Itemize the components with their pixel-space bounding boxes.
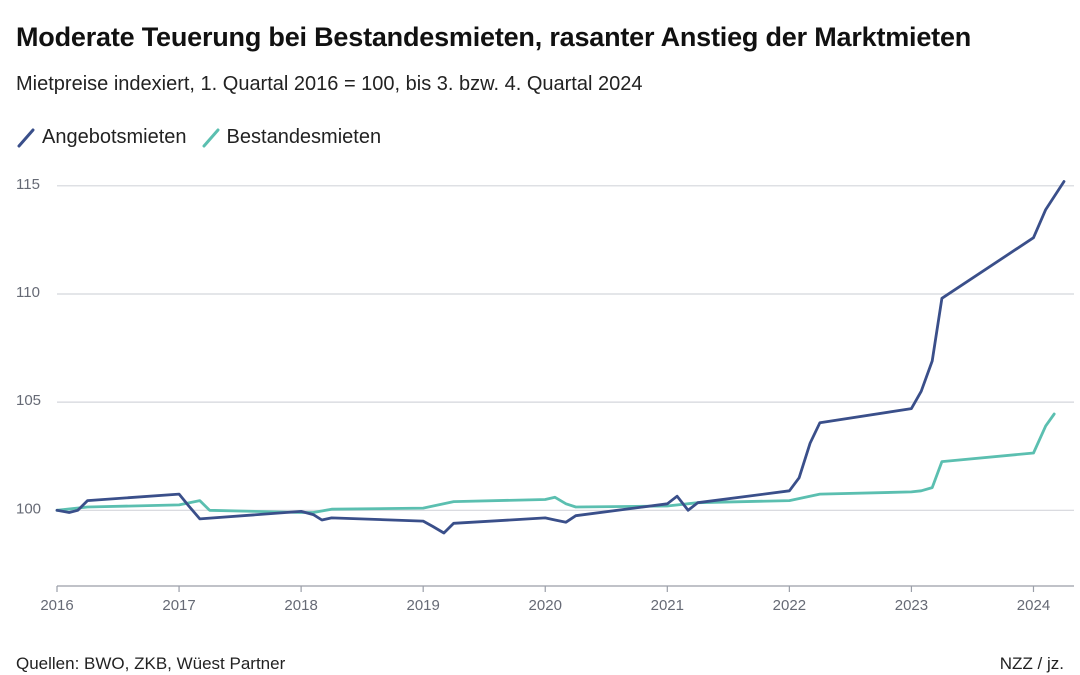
y-tick-label-105: 105 bbox=[16, 392, 41, 409]
series-lines bbox=[55, 180, 1066, 535]
legend-label-angebotsmieten: Angebotsmieten bbox=[42, 126, 187, 148]
x-tick-label-2016: 2016 bbox=[40, 597, 73, 614]
legend-swatch-angebotsmieten bbox=[17, 128, 35, 147]
x-axis: 2016 2017 2018 2019 2020 2021 2022 2023 2024 bbox=[40, 585, 1074, 614]
series-line-angebotsmieten bbox=[55, 180, 1066, 535]
x-tick-label-2020: 2020 bbox=[529, 597, 562, 614]
x-tick-label-2021: 2021 bbox=[651, 597, 684, 614]
credit-note: NZZ / jz. bbox=[999, 654, 1064, 673]
x-tick-label-2019: 2019 bbox=[406, 597, 439, 614]
legend: Angebotsmieten Bestandesmieten bbox=[16, 126, 395, 149]
series-line-bestandesmieten bbox=[55, 412, 1056, 514]
legend-item-bestandesmieten: Bestandesmieten bbox=[201, 126, 382, 149]
x-tick-label-2018: 2018 bbox=[284, 597, 317, 614]
x-tick-label-2024: 2024 bbox=[1017, 597, 1050, 614]
x-tick-label-2022: 2022 bbox=[773, 597, 806, 614]
x-tick-label-2017: 2017 bbox=[162, 597, 195, 614]
y-tick-label-110: 110 bbox=[16, 284, 40, 301]
chart-title: Moderate Teuerung bei Bestandesmieten, r… bbox=[16, 22, 972, 52]
y-tick-label-115: 115 bbox=[16, 176, 40, 193]
gridlines: 100 105 110 115 bbox=[16, 176, 1074, 517]
x-tick-label-2023: 2023 bbox=[895, 597, 928, 614]
legend-swatch-bestandesmieten bbox=[202, 128, 220, 147]
legend-item-angebotsmieten: Angebotsmieten bbox=[16, 126, 187, 149]
chart-subtitle: Mietpreise indexiert, 1. Quartal 2016 = … bbox=[16, 73, 643, 95]
source-note: Quellen: BWO, ZKB, Wüest Partner bbox=[16, 654, 286, 673]
legend-label-bestandesmieten: Bestandesmieten bbox=[226, 126, 382, 148]
y-tick-label-100: 100 bbox=[16, 500, 41, 517]
